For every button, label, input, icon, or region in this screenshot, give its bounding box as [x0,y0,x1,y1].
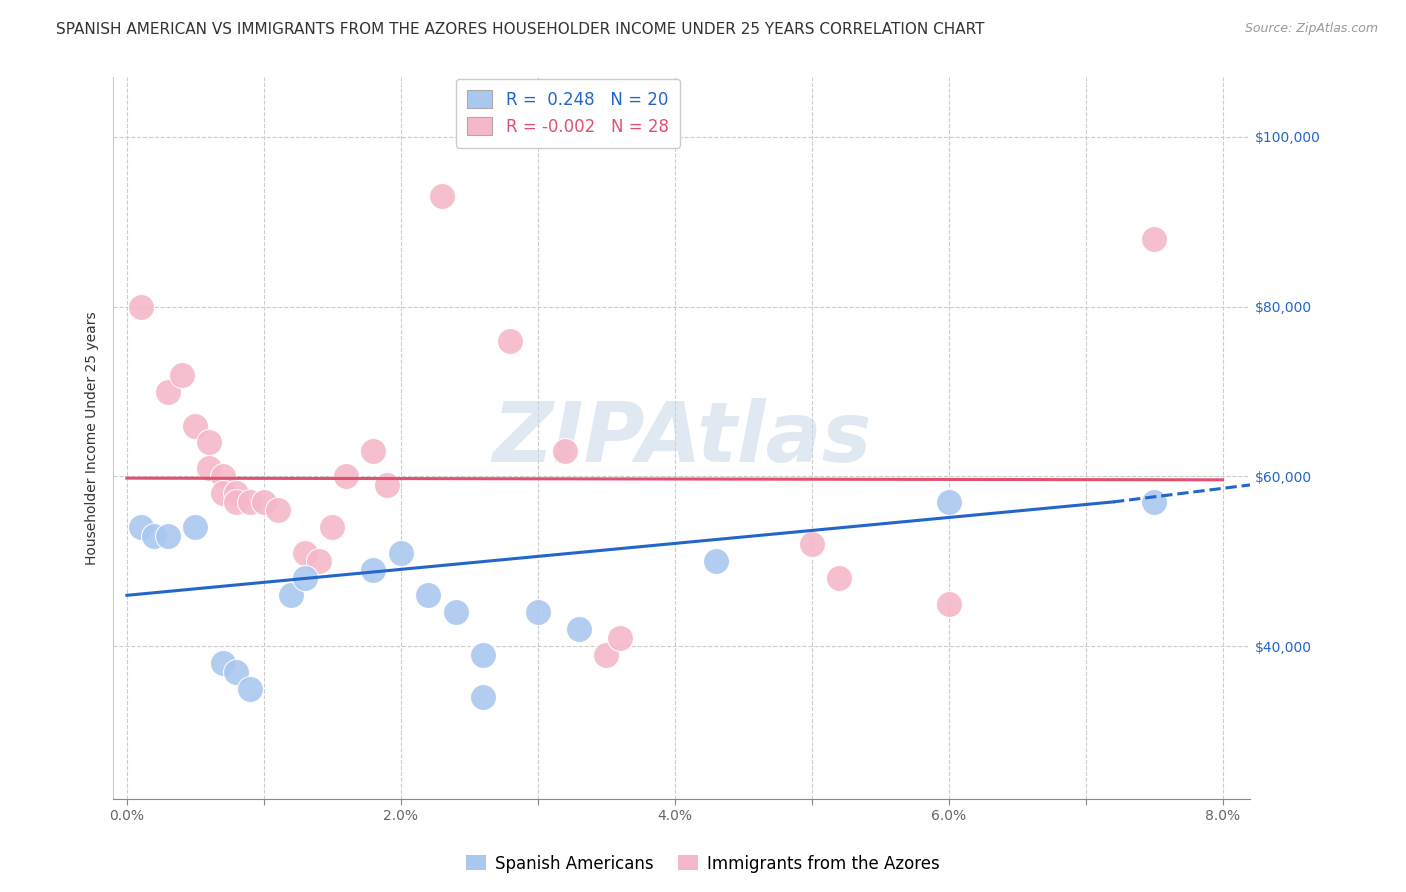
Point [211,486,233,500]
Point [170,368,193,382]
Point [828,571,851,585]
Point [1143,495,1166,509]
Point [239,495,262,509]
Point [430,189,453,203]
Point [938,495,960,509]
Point [294,546,316,560]
Point [308,554,330,568]
Point [129,300,152,314]
Point [472,690,495,705]
Y-axis label: Householder Income Under 25 years: Householder Income Under 25 years [86,311,100,565]
Text: ZIPAtlas: ZIPAtlas [492,398,872,479]
Legend: Spanish Americans, Immigrants from the Azores: Spanish Americans, Immigrants from the A… [460,848,946,880]
Point [568,622,591,636]
Point [198,461,221,475]
Point [211,657,233,671]
Point [375,478,398,492]
Point [239,681,262,696]
Point [363,444,385,458]
Text: Source: ZipAtlas.com: Source: ZipAtlas.com [1244,22,1378,36]
Point [800,537,823,551]
Point [225,665,247,679]
Point [526,605,548,619]
Point [143,529,166,543]
Point [938,597,960,611]
Point [335,469,357,483]
Point [225,486,247,500]
Point [704,554,727,568]
Text: SPANISH AMERICAN VS IMMIGRANTS FROM THE AZORES HOUSEHOLDER INCOME UNDER 25 YEARS: SPANISH AMERICAN VS IMMIGRANTS FROM THE … [56,22,984,37]
Point [444,605,467,619]
Point [554,444,576,458]
Legend: R =  0.248   N = 20, R = -0.002   N = 28: R = 0.248 N = 20, R = -0.002 N = 28 [456,78,681,147]
Point [389,546,412,560]
Point [609,631,631,645]
Point [129,520,152,534]
Point [184,520,207,534]
Point [211,469,233,483]
Point [418,588,440,602]
Point [198,435,221,450]
Point [363,563,385,577]
Point [1143,232,1166,246]
Point [225,495,247,509]
Point [156,384,179,399]
Point [499,334,522,348]
Point [156,529,179,543]
Point [595,648,617,662]
Point [321,520,343,534]
Point [184,418,207,433]
Point [472,648,495,662]
Point [266,503,288,517]
Point [253,495,276,509]
Point [280,588,302,602]
Point [294,571,316,585]
